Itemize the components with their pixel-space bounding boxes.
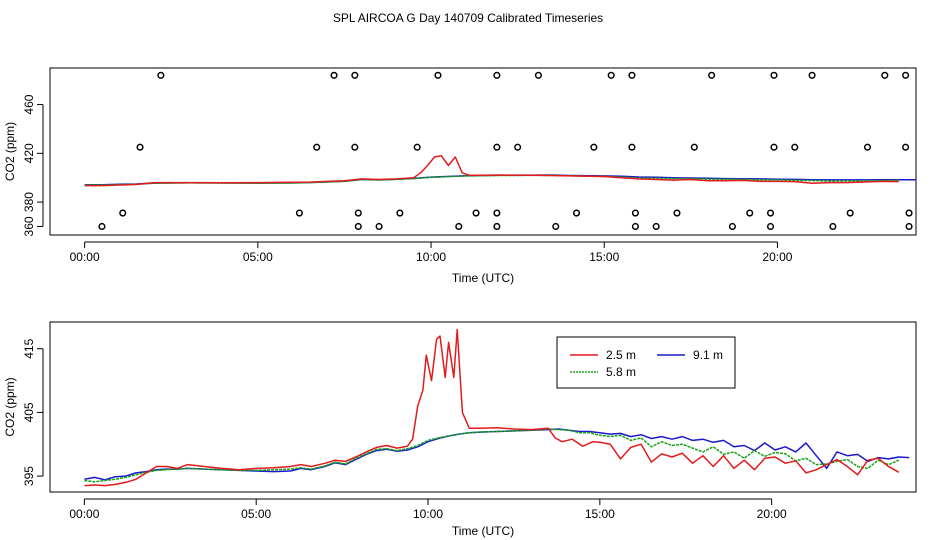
top-data-point [746,209,754,217]
legend-box [556,336,736,389]
legend-label-2-5m: 2.5 m [606,348,636,362]
top-data-point [770,143,778,151]
top-x-axis-title: Time (UTC) [452,271,514,285]
top-y-tick-label: 420 [22,143,36,163]
bottom-chart-panel: 00:00 05:00 10:00 15:00 20:00 395 405 415 Time… [3,321,917,538]
bottom-plot-frame [49,321,917,493]
top-data-point [766,222,775,231]
top-data-point [770,71,778,79]
legend-label-5-8m: 5.8 m [606,365,636,379]
bottom-y-axis-title: CO2 (ppm) [3,377,17,436]
legend: 2.5 m 9.1 m 5.8 m [556,336,736,389]
top-data-point [514,143,522,151]
top-data-point [631,209,639,217]
bottom-y-tick-label: 405 [22,402,36,422]
top-data-point [434,71,442,79]
bottom-chart-series-group [84,328,910,487]
top-data-point [572,209,581,217]
top-data-point [534,71,542,79]
top-data-point [652,222,660,231]
top-data-point [354,222,362,231]
top-data-point [590,143,598,151]
top-data-point [673,209,681,217]
top-data-point [493,222,501,231]
top-data-point [846,209,854,217]
bottom-series-2-5-m [84,328,900,487]
top-data-point [766,209,775,217]
top-data-point [628,71,636,79]
top-data-point [351,143,359,151]
top-data-point [708,71,716,79]
bottom-y-tick-label: 415 [22,338,36,358]
top-data-point [493,71,501,79]
top-data-point [295,209,303,217]
top-data-point [375,222,383,231]
top-data-point [905,209,913,217]
top-data-point [902,71,910,79]
bottom-x-tick-label: 20:00 [757,507,787,521]
top-data-point [119,209,127,217]
top-data-point [728,222,736,231]
top-x-tick-label: 15:00 [589,250,619,264]
top-data-point [330,71,338,79]
top-x-tick-label: 05:00 [243,250,273,264]
bottom-series-5-8-m [84,428,900,483]
top-data-point [631,222,639,231]
top-data-point [98,222,106,231]
top-data-point [313,143,321,151]
top-data-point [628,143,636,151]
bottom-x-tick-label: 10:00 [413,507,443,521]
top-x-tick-label: 00:00 [70,250,100,264]
top-data-point [354,209,362,217]
top-series-5-8-m [84,174,899,186]
top-data-point [902,143,910,151]
bottom-x-tick-label: 00:00 [69,507,99,521]
legend-label-9-1m: 9.1 m [693,348,723,362]
bottom-y-axis: 395 405 415 [22,338,44,486]
top-data-point [413,143,421,151]
top-data-point [881,71,889,79]
top-plot-frame [49,67,917,236]
top-data-point [136,143,144,151]
top-y-tick-label: 360 [22,216,36,236]
bottom-x-axis-title: Time (UTC) [452,524,514,538]
top-data-point [863,143,872,151]
top-chart-series-group [84,155,916,187]
top-data-point [829,222,837,231]
top-y-axis-title: CO2 (ppm) [3,122,17,181]
top-data-point [905,222,913,231]
top-y-tick-label: 460 [22,94,36,114]
top-data-point [157,71,165,79]
top-data-point [552,222,560,231]
top-x-axis: 00:00 05:00 10:00 15:00 20:00 [70,241,793,264]
top-x-tick-label: 20:00 [762,250,792,264]
page-title: SPL AIRCOA G Day 140709 Calibrated Times… [333,11,603,25]
top-data-point [607,71,615,79]
bottom-x-tick-label: 15:00 [585,507,615,521]
top-data-point [791,143,799,151]
top-x-tick-label: 10:00 [416,250,446,264]
top-y-tick-label: 380 [22,192,36,212]
top-chart-panel: 00:00 05:00 10:00 15:00 20:00 360 380 420 460 T… [3,67,917,285]
top-series-2-5-m [84,155,899,187]
top-data-point [351,71,359,79]
top-y-axis: 360 380 420 460 [22,94,44,236]
top-data-point [690,143,698,151]
bottom-x-tick-label: 05:00 [241,507,271,521]
top-data-point [472,209,480,217]
top-data-point [493,209,501,217]
top-data-point [808,71,816,79]
top-data-point [455,222,463,231]
top-data-point [396,209,404,217]
top-data-point [493,143,501,151]
bottom-y-tick-label: 395 [22,466,36,486]
bottom-x-axis: 00:00 05:00 10:00 15:00 20:00 [69,498,787,521]
top-chart-points-group [98,71,913,231]
